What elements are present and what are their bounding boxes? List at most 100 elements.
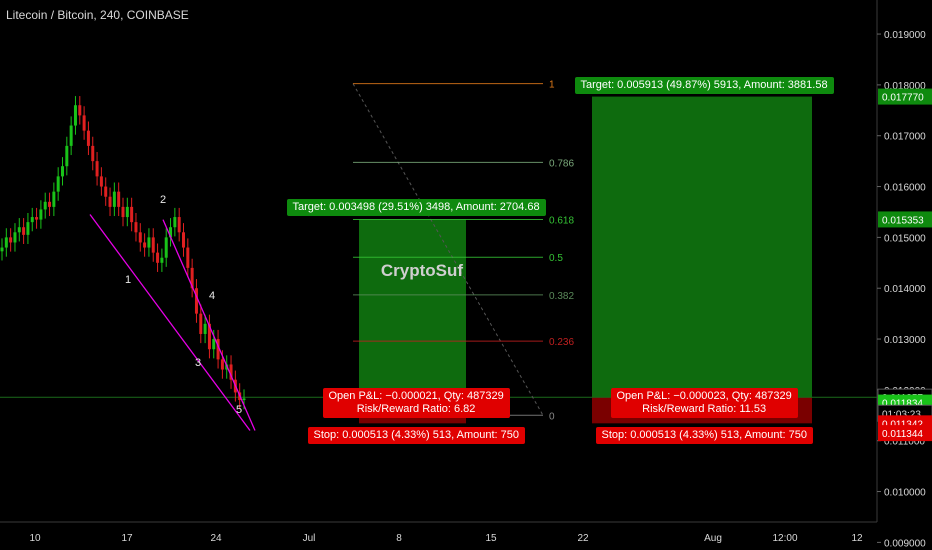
candle-body — [182, 232, 185, 248]
candle-body — [0, 247, 4, 252]
wave-label-4: 4 — [209, 290, 215, 302]
position1-target-label[interactable]: Target: 0.003498 (29.51%) 3498, Amount: … — [286, 198, 546, 216]
candle-body — [17, 227, 21, 233]
wedge-upper-line[interactable] — [162, 219, 256, 431]
candle-body — [91, 145, 95, 162]
candle-body — [104, 186, 108, 197]
candle-body — [99, 176, 103, 187]
price-badge-label: 0.011342 — [882, 419, 923, 430]
candle-body — [125, 206, 129, 218]
watermark-text: CryptoSuf — [381, 261, 464, 280]
position2-stop-label[interactable]: Stop: 0.000513 (4.33%) 513, Amount: 750 — [595, 426, 813, 444]
candle-body — [26, 222, 30, 235]
time-axis-label: Aug — [704, 533, 722, 544]
candle-body — [65, 145, 69, 167]
candle-body — [143, 242, 147, 248]
candle-body — [177, 217, 181, 233]
candle-body — [164, 237, 168, 258]
candle-body — [30, 217, 34, 223]
candle-body — [229, 364, 233, 380]
time-axis-label: 12:00 — [772, 533, 797, 544]
time-axis-label: 8 — [396, 533, 402, 544]
candle-body — [39, 209, 43, 220]
position2-target-label[interactable]: Target: 0.005913 (49.87%) 5913, Amount: … — [574, 77, 834, 95]
price-tick-label: 0.015000 — [884, 233, 926, 244]
price-badge[interactable] — [878, 211, 932, 228]
candle-body — [35, 217, 39, 220]
price-tick-label: 0.018000 — [884, 81, 926, 92]
time-axis-label: Jul — [303, 533, 316, 544]
candle-body — [78, 105, 82, 116]
candle-body — [169, 227, 173, 238]
chart-title: Litecoin / Bitcoin, 240, COINBASE — [6, 8, 189, 22]
fib-level-label: 0.382 — [549, 291, 574, 302]
price-tick-label: 0.010000 — [884, 488, 926, 499]
fib-level-label: 0.5 — [549, 253, 563, 264]
time-axis-label: 12 — [851, 533, 863, 544]
price-badge-label: 0.017770 — [882, 93, 924, 104]
price-tick-label: 0.014000 — [884, 284, 926, 295]
position1-stop-label[interactable]: Stop: 0.000513 (4.33%) 513, Amount: 750 — [307, 426, 525, 444]
candle-body — [242, 398, 246, 401]
candle-body — [108, 196, 112, 207]
fib-level-label: 0.618 — [549, 215, 574, 226]
candle-body — [112, 191, 116, 207]
position1-target-zone — [359, 219, 466, 398]
candle-body — [212, 339, 216, 350]
time-axis-label: 22 — [577, 533, 589, 544]
candle-body — [13, 232, 17, 243]
wedge-lower-line[interactable] — [89, 214, 251, 431]
candle-body — [207, 323, 211, 350]
position1-pnl-label[interactable]: Open P&L: −0.000021, Qty: 487329 Risk/Re… — [322, 388, 510, 419]
candle-body — [69, 125, 73, 146]
time-axis-label: 17 — [121, 533, 133, 544]
candle-body — [138, 232, 142, 243]
price-tick-label: 0.017000 — [884, 132, 926, 143]
candle-body — [147, 237, 151, 248]
time-axis-label: 10 — [29, 533, 41, 544]
candle-body — [56, 176, 60, 192]
wave-label-1: 1 — [125, 274, 131, 286]
candle-body — [203, 323, 207, 334]
price-badge[interactable] — [878, 88, 932, 105]
candle-body — [121, 206, 125, 218]
fib-trend-line — [352, 83, 544, 416]
candle-body — [160, 257, 164, 263]
candle-body — [134, 222, 138, 233]
position2-pnl-label[interactable]: Open P&L: −0.000023, Qty: 487329 Risk/Re… — [610, 388, 798, 419]
fib-level-label: 0.786 — [549, 158, 574, 169]
wave-label-2: 2 — [160, 194, 166, 206]
candle-body — [117, 191, 121, 207]
candle-body — [194, 288, 198, 314]
candle-body — [52, 191, 56, 207]
wave-label-3: 3 — [195, 357, 201, 369]
candle-body — [95, 161, 99, 177]
position2-pnl-line1: Open P&L: −0.000023, Qty: 487329 — [616, 390, 792, 403]
time-axis-label: 15 — [485, 533, 497, 544]
candle-body — [190, 267, 194, 289]
price-tick-label: 0.011000 — [884, 437, 925, 448]
candle-body — [86, 130, 90, 146]
wave-label-5: 5 — [236, 404, 242, 416]
fib-level-label: 0.236 — [549, 337, 574, 348]
position2-pnl-line2: Risk/Reward Ratio: 11.53 — [642, 403, 767, 416]
price-tick-label: 0.016000 — [884, 183, 926, 194]
position2-target-zone — [592, 96, 812, 398]
time-axis-label: 24 — [210, 533, 222, 544]
candle-body — [61, 166, 64, 177]
candle-body — [199, 313, 203, 334]
candle-body — [173, 217, 177, 228]
candle-body — [220, 359, 224, 370]
candle-body — [73, 105, 77, 126]
price-badge[interactable] — [878, 425, 932, 442]
candle-body — [43, 201, 47, 210]
price-tick-label: 0.009000 — [884, 538, 926, 549]
price-tick-label: 0.019000 — [884, 30, 926, 41]
price-badge-label: 0.011344 — [882, 429, 923, 440]
position1-pnl-line1: Open P&L: −0.000021, Qty: 487329 — [328, 390, 504, 403]
candle-body — [151, 237, 155, 253]
candle-body — [22, 227, 26, 235]
candle-body — [216, 339, 220, 360]
candle-body — [156, 252, 160, 263]
